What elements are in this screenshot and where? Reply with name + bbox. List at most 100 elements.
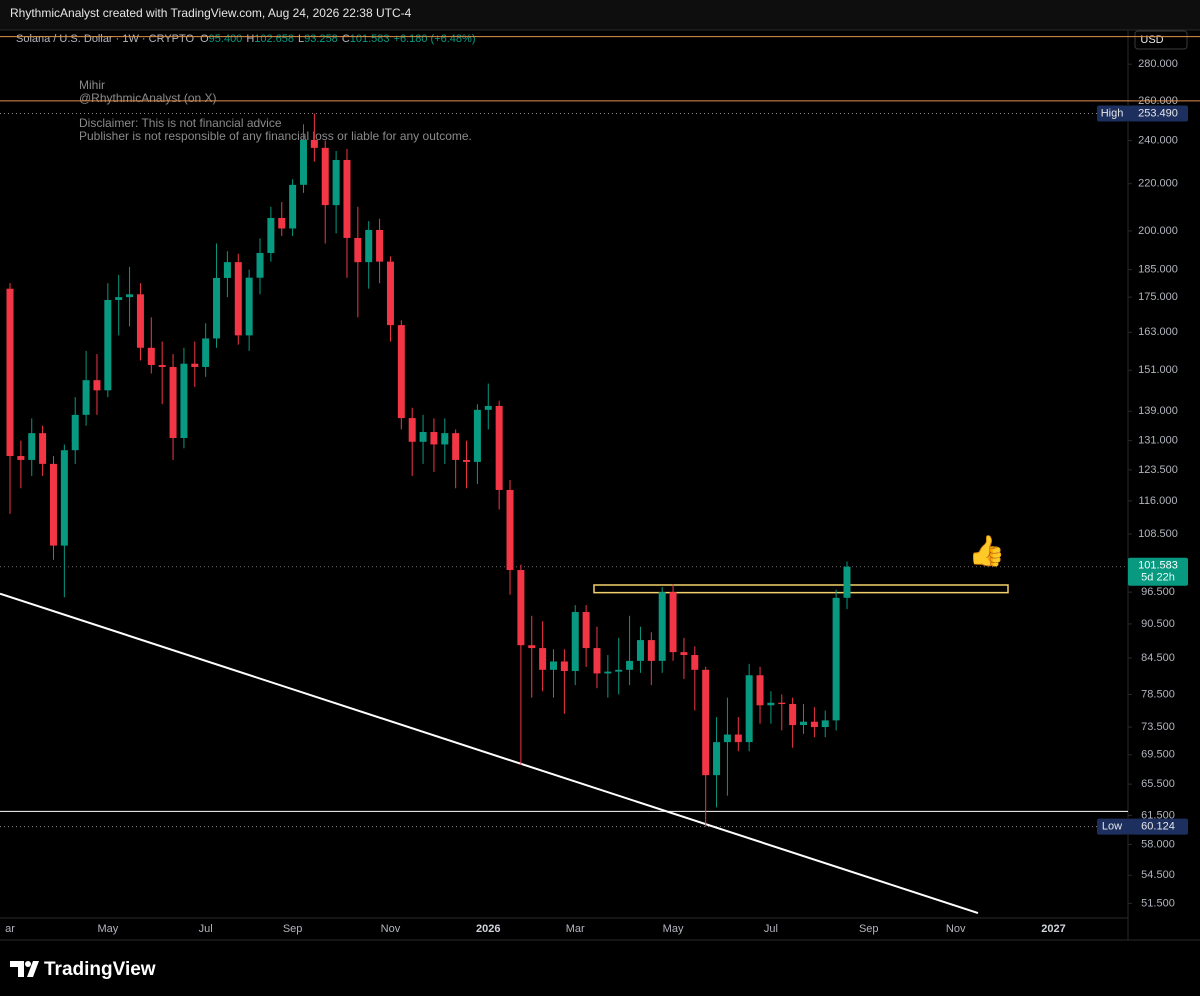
candle-body [256,252,264,278]
extreme-tag [1097,818,1128,835]
header-text: RhythmicAnalyst created with TradingView… [10,6,412,20]
candle-body [550,661,557,670]
extreme-value: 60.124 [1141,821,1175,833]
candle-body [723,734,731,743]
candle-body [441,433,449,445]
candle-body [299,139,307,185]
candle-body [571,612,579,672]
candle-body [528,645,536,649]
plot-area [0,112,1128,915]
y-tick-label: 185.000 [1138,263,1178,275]
candle-body [169,366,177,439]
candle-body [691,655,699,670]
candle-body [245,277,253,336]
currency-box [1134,30,1188,50]
legend-value: 93.258 [304,33,338,45]
legend-value: 102.658 [254,33,294,45]
candle-body [702,669,710,776]
candle-body [126,294,134,298]
y-tick-label: 90.500 [1141,618,1175,630]
candle-body [669,592,677,653]
candle-body [6,288,14,457]
candle-body [147,347,155,366]
y-tick-label: 65.500 [1141,778,1175,790]
candle-body [539,648,547,670]
candle-body [800,721,808,726]
candle-body [626,660,634,670]
candle-body [745,675,753,743]
currency: USD [1140,34,1163,46]
candle-body [832,597,840,721]
candle-body [767,702,775,706]
y-tick-label: 78.500 [1141,688,1175,700]
candle-body [430,432,438,445]
candle-body [180,363,188,439]
candle-body [778,702,786,705]
x-tick-label: Jul [199,923,213,935]
candle-body [158,365,166,367]
legend-key: H [246,33,254,45]
note: Disclaimer: This is not financial advice [79,116,282,130]
x-tick-label: May [97,923,118,935]
note: Publisher is not responsible of any fina… [79,129,472,143]
y-tick-label: 116.000 [1139,495,1178,507]
y-tick-label: 84.500 [1141,652,1175,664]
legend-symbol: Solana / U.S. Dollar · 1W · CRYPTO [16,33,195,45]
legend-value: 95.400 [209,33,243,45]
legend-key: L [298,33,304,45]
candle-body [93,380,101,391]
logo-part [25,961,31,967]
legend-key: O [200,33,209,45]
x-tick-label: ar [5,923,15,935]
y-tick-label: 139.000 [1138,405,1178,417]
y-tick-label: 108.500 [1138,528,1178,540]
candle-body [365,229,373,263]
candle-body [560,661,568,672]
extreme-value-box [1128,105,1188,122]
x-tick-label: May [663,923,684,935]
candle-body [636,640,644,661]
candle-body [810,721,818,728]
candle-body [473,409,481,462]
y-tick-label: 151.000 [1138,364,1178,376]
candle-body [713,742,721,776]
candle-body [484,405,492,410]
candle-body [647,640,655,661]
extreme-value-box [1128,818,1188,835]
candle-body [289,184,297,229]
candle-body [495,405,503,490]
candle-body [386,261,394,326]
candle-body [234,262,242,336]
logo-part [27,961,39,977]
legend: Solana / U.S. Dollar · 1W · CRYPTO O95.40… [16,33,475,45]
extreme-tag-label: High [1101,107,1124,119]
brand: TradingView [44,959,156,980]
candle-body [104,299,112,391]
candle-body [593,648,601,674]
y-tick-label: 96.500 [1141,586,1175,598]
candle-body [452,433,460,460]
y-tick-label: 280.000 [1138,58,1178,70]
candle-body [408,418,416,442]
candle-body [332,159,340,206]
brand-logo [10,961,39,977]
y-tick-label: 240.000 [1138,134,1178,146]
candle-body [419,432,427,442]
candle-body [506,489,514,571]
candle-body [115,297,123,300]
x-tick-label: Nov [946,923,966,935]
note: Mihir [79,78,105,92]
candle-body [843,566,851,598]
candle-body [202,338,210,367]
candle-body [756,675,764,706]
candle-body [517,570,525,646]
candle-body [71,414,79,451]
y-tick-label: 175.000 [1138,291,1178,303]
candle-body [604,671,612,674]
x-tick-label: Jul [764,923,778,935]
candle-body [615,669,623,672]
candle-body [60,450,68,546]
candle-body [136,294,144,348]
